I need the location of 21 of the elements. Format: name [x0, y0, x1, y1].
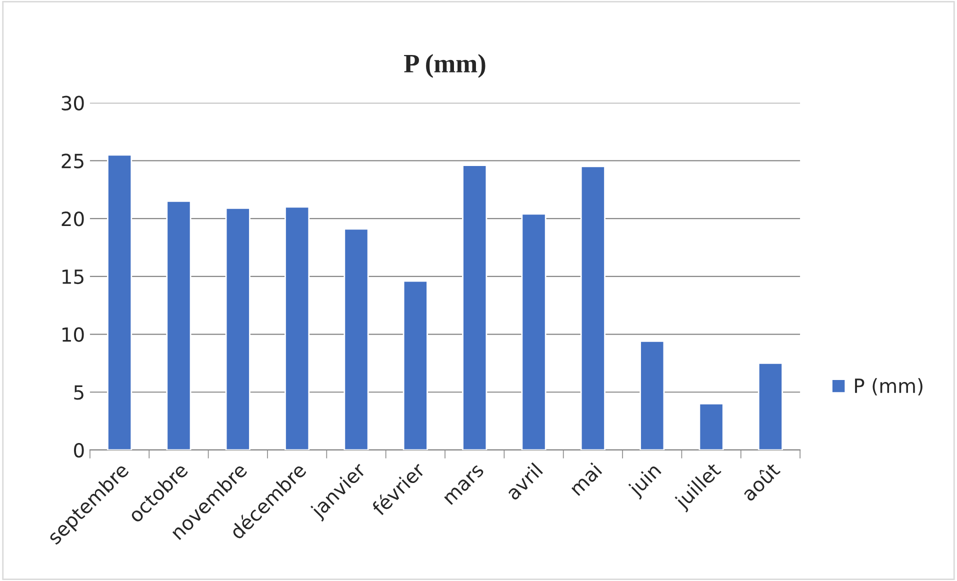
y-tick-label: 25: [62, 154, 84, 168]
bar: [758, 362, 783, 450]
bar: [580, 166, 606, 450]
chart-title: P (mm): [404, 54, 486, 78]
bar: [344, 228, 369, 450]
y-tick-label: 20: [62, 212, 84, 226]
y-tick-label: 10: [62, 327, 84, 342]
bar: [107, 154, 132, 450]
bar: [166, 200, 192, 450]
bar: [521, 213, 546, 450]
y-tick-label: 5: [74, 385, 84, 400]
y-tick-label: 30: [62, 96, 84, 110]
y-tick-label: 15: [62, 270, 84, 284]
bar: [698, 403, 724, 450]
bar: [402, 280, 428, 450]
y-tick-label: 0: [74, 442, 84, 458]
legend-label: P (mm): [855, 378, 922, 396]
bar: [284, 206, 310, 450]
bar: [462, 164, 488, 450]
bar: [225, 207, 250, 450]
bar: [640, 340, 665, 450]
